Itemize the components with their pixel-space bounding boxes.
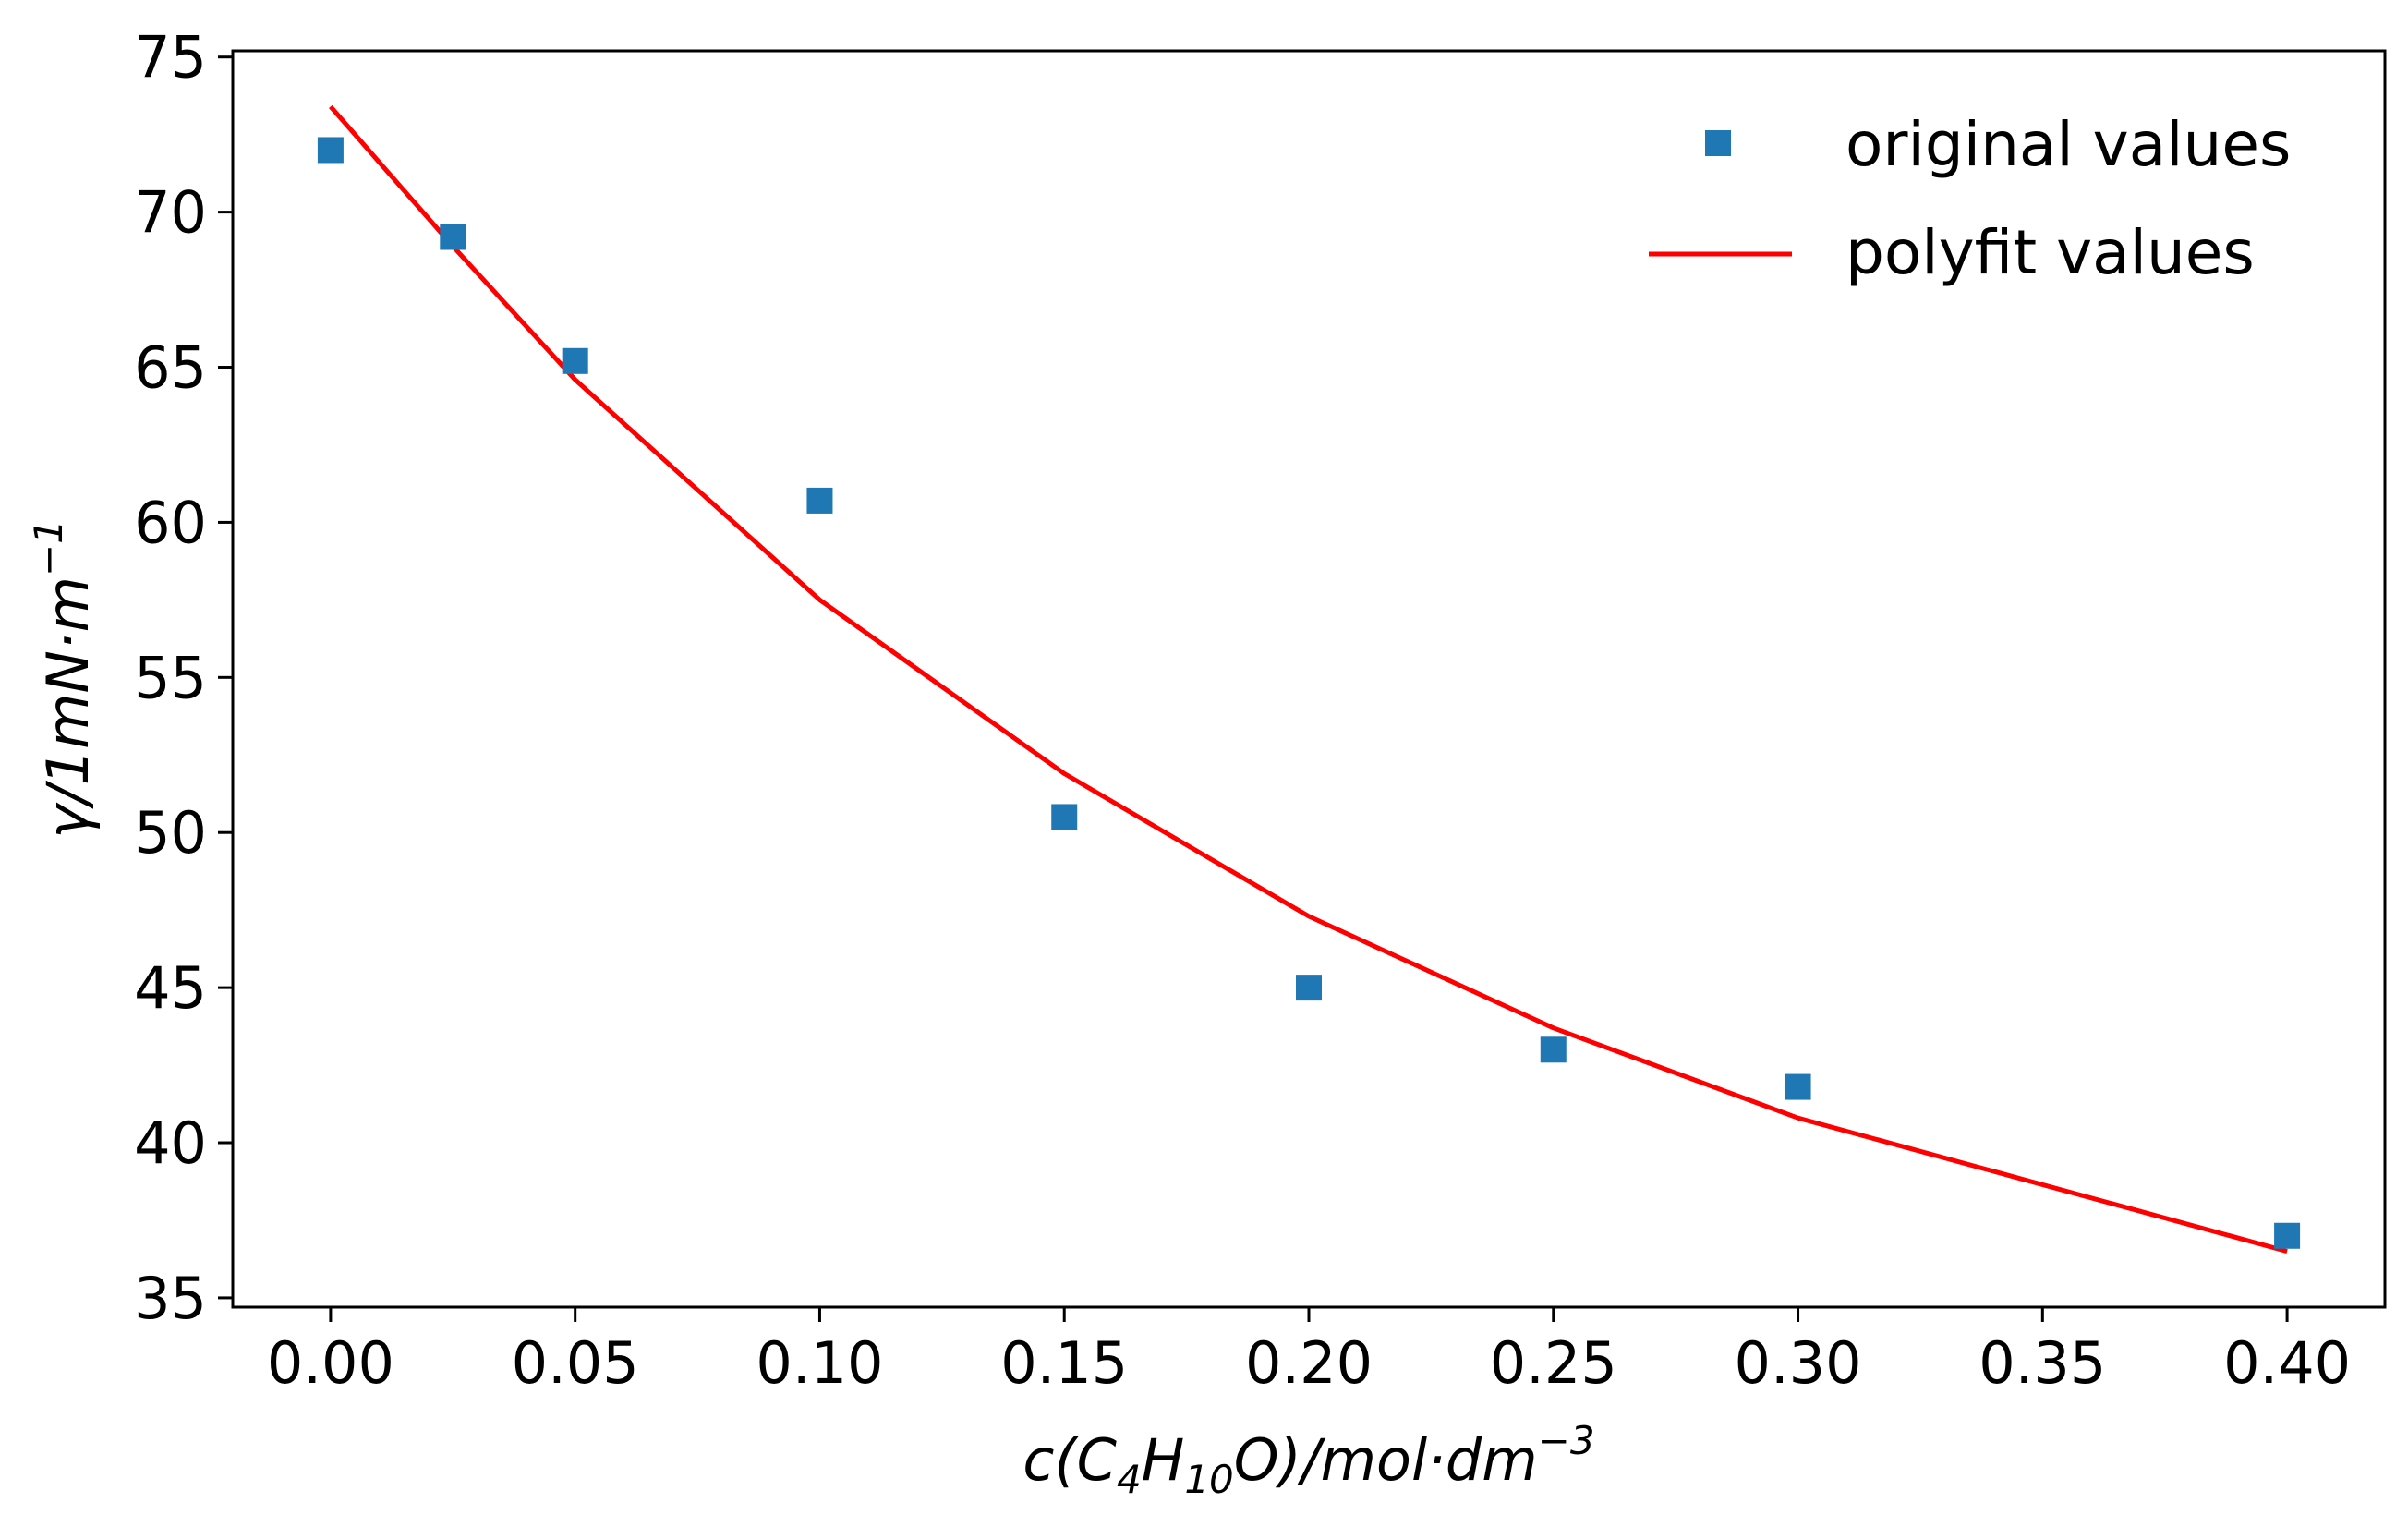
y-tick-label: 45 — [134, 954, 207, 1022]
legend-label: original values — [1845, 109, 2291, 180]
x-tick-label: 0.30 — [1735, 1329, 1862, 1397]
y-tick-label: 35 — [134, 1265, 207, 1332]
x-tick-label: 0.15 — [1000, 1329, 1128, 1397]
x-tick-label: 0.25 — [1490, 1329, 1617, 1397]
y-tick-label: 60 — [134, 489, 207, 556]
legend-label: polyfit values — [1845, 217, 2255, 288]
x-tick-label: 0.00 — [267, 1329, 394, 1397]
data-point — [1540, 1036, 1567, 1063]
data-point — [1051, 804, 1078, 830]
x-tick-label: 0.40 — [2223, 1329, 2351, 1397]
data-point — [2274, 1222, 2301, 1249]
ticks-layer: 0.00 0.05 0.10 0.15 0.20 0.25 0.30 0.35 0.40 35 40… — [134, 24, 2351, 1397]
y-tick-label: 50 — [134, 799, 207, 867]
data-point — [440, 224, 466, 250]
x-tick-label: 0.05 — [512, 1329, 639, 1397]
data-point — [317, 137, 344, 164]
legend: original values polyfit values — [1649, 109, 2291, 288]
x-tick-label: 0.10 — [756, 1329, 883, 1397]
data-point — [806, 487, 833, 514]
y-axis-label: γ/1mN·m−1 — [26, 519, 102, 839]
y-tick-label: 55 — [134, 644, 207, 711]
x-axis-label: c(C4H10O)/mol·dm−3 — [1022, 1418, 1594, 1502]
y-tick-label: 75 — [134, 24, 207, 91]
y-tick-label: 40 — [134, 1109, 207, 1177]
data-point — [1785, 1073, 1811, 1100]
y-tick-label: 65 — [134, 334, 207, 402]
legend-marker-original — [1705, 130, 1731, 156]
x-tick-label: 0.35 — [1978, 1329, 2106, 1397]
plot-layer — [317, 104, 2301, 1254]
y-tick-label: 70 — [134, 179, 207, 247]
data-point — [1296, 975, 1322, 1001]
x-tick-label: 0.20 — [1245, 1329, 1373, 1397]
polyfit-line — [329, 104, 2288, 1254]
data-point — [562, 347, 588, 374]
